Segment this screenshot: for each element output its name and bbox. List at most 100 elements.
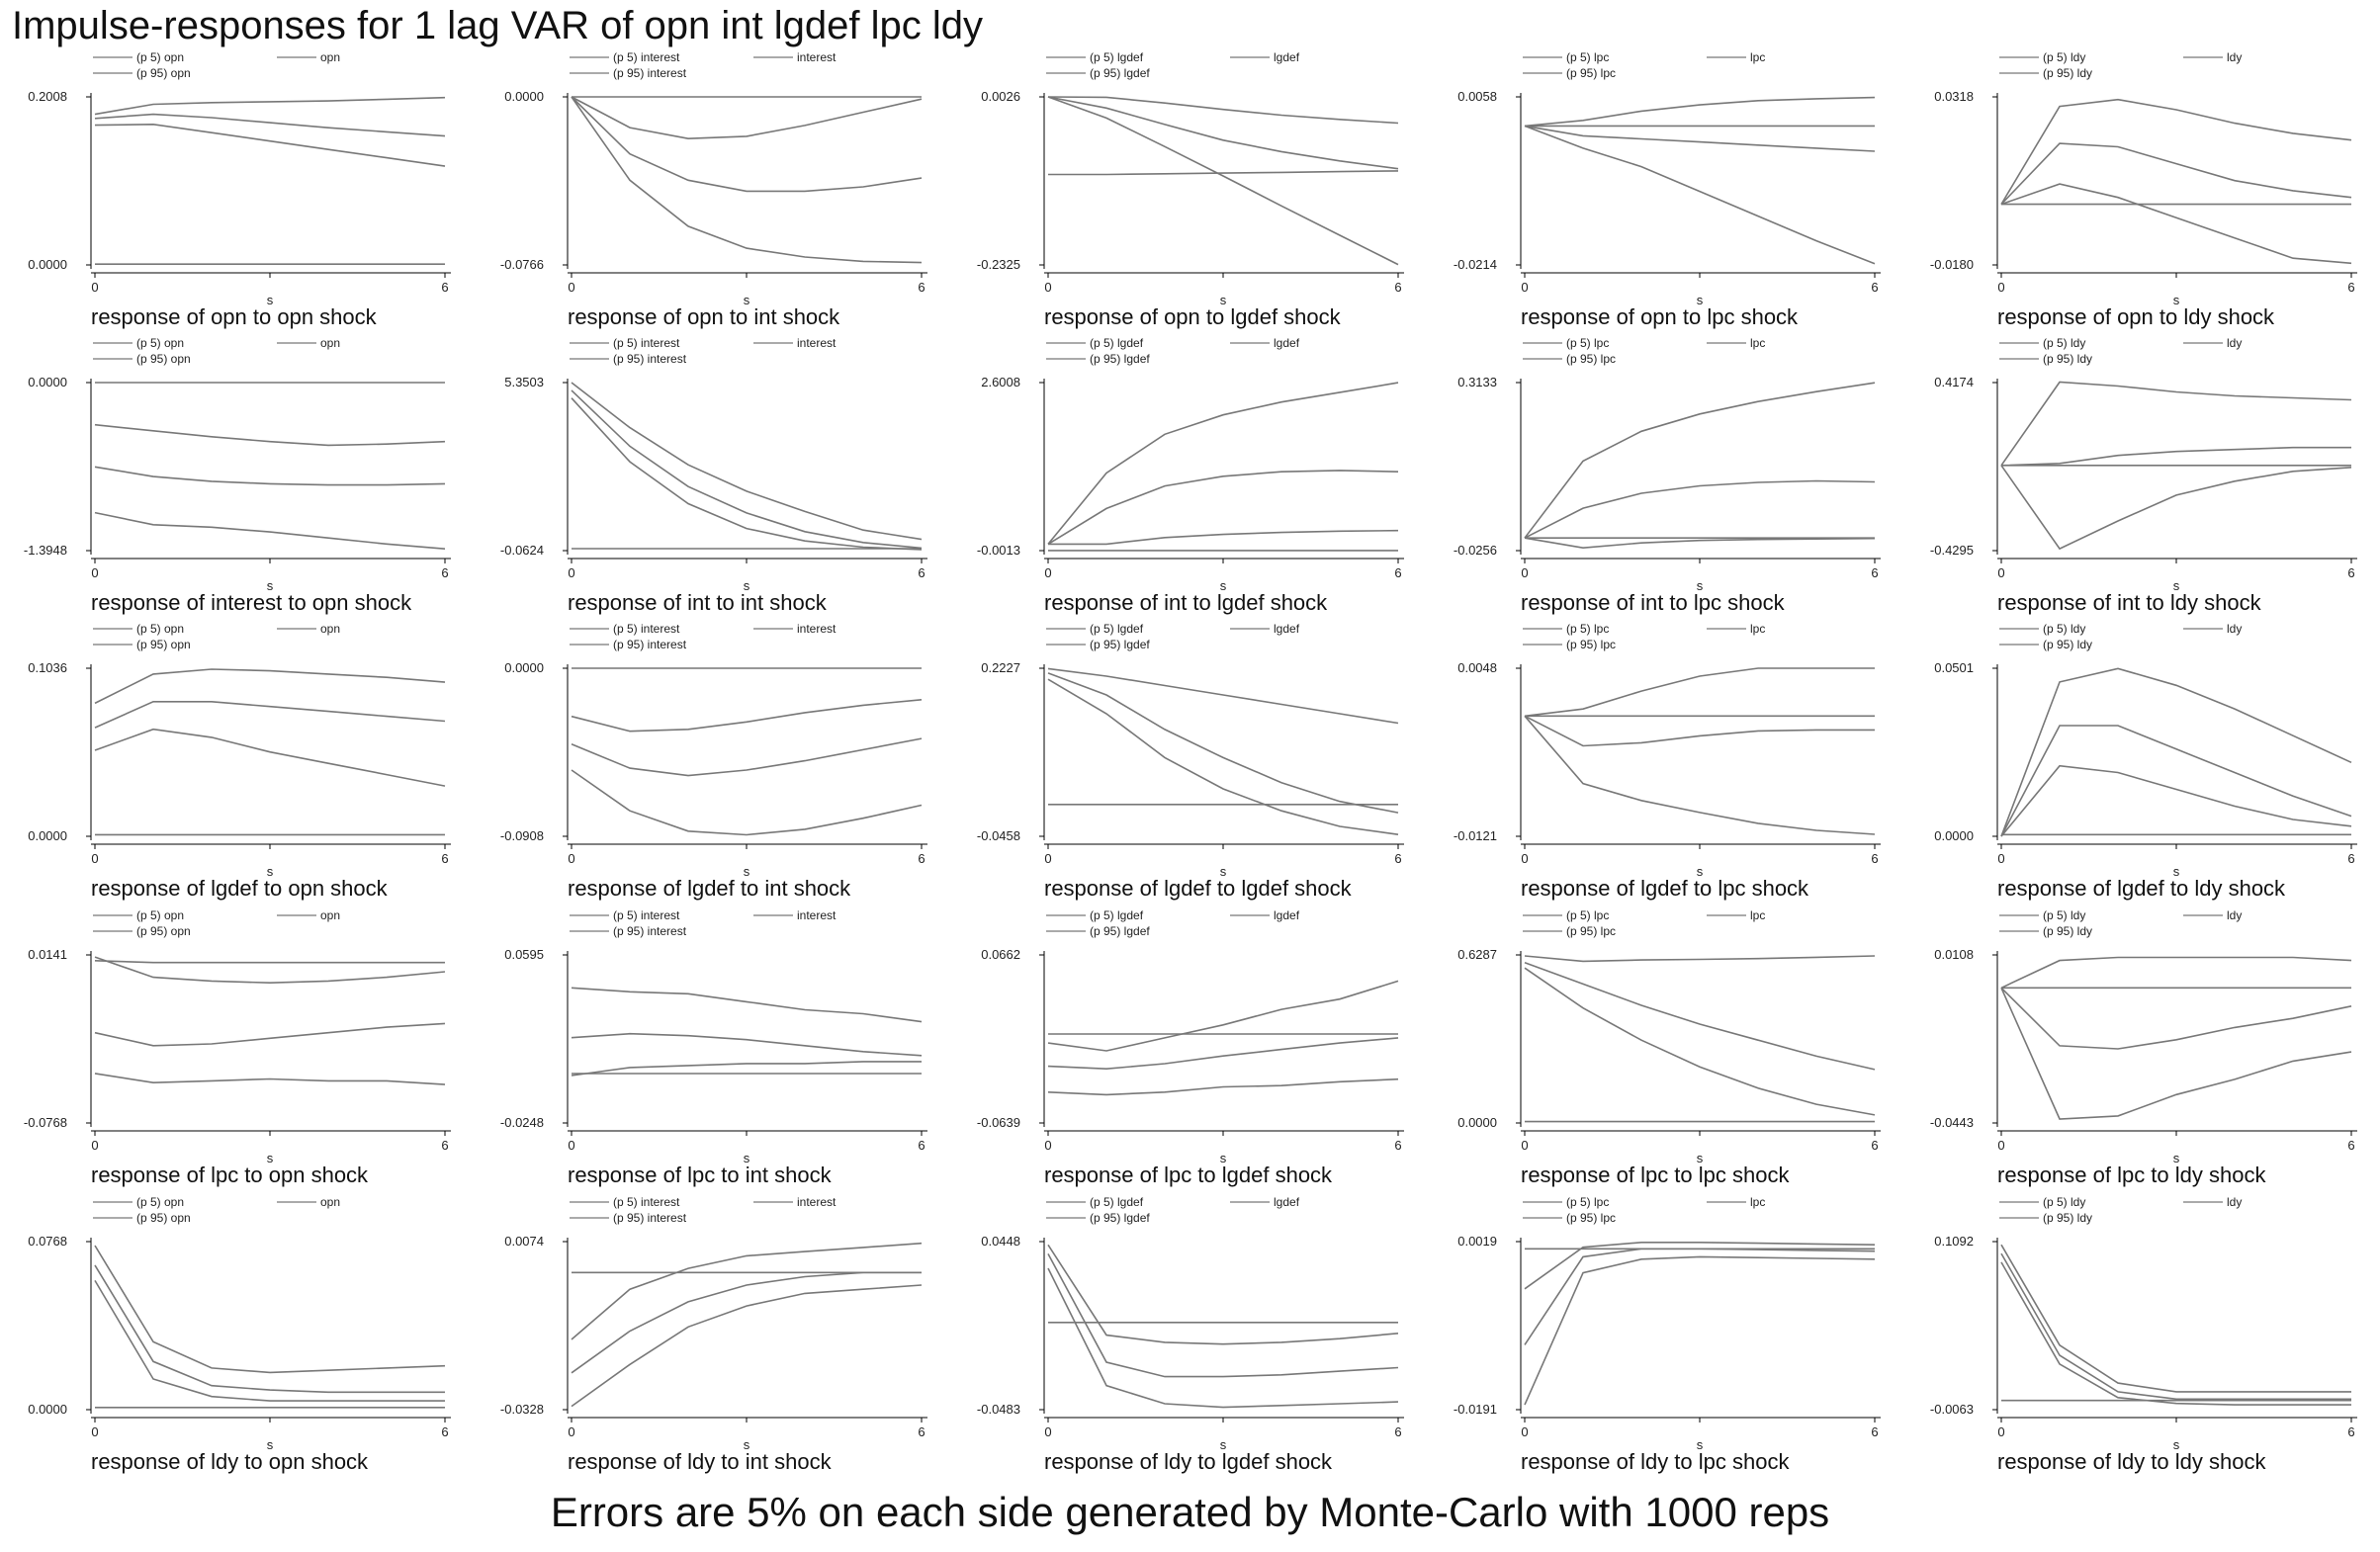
x-tick-label: 0 [1997, 851, 2004, 866]
panel-caption: response of int to int shock [568, 590, 827, 615]
series-line [94, 123, 446, 167]
irf-panel: (p 5) interest interest (p 95) interest -0.… [477, 336, 953, 624]
series-line [1524, 125, 1876, 265]
series-line [94, 423, 446, 447]
y-tick-label: -0.0013 [977, 543, 1020, 558]
legend-entry: (p 95) lpc [1566, 352, 1616, 366]
panel-caption: response of lpc to lpc shock [1521, 1163, 1790, 1187]
x-tick-label: 0 [1044, 280, 1051, 295]
x-tick-label: 0 [568, 565, 574, 580]
irf-panel: (p 5) opn opn (p 95) opn 0.0000 0.0768 0 6 s res… [0, 1195, 477, 1483]
legend-entry: (p 95) ldy [2043, 352, 2092, 366]
series-line [571, 1271, 922, 1374]
irf-panel: (p 5) lgdef lgdef (p 95) lgdef -0.2325 0.002… [953, 50, 1430, 338]
series-line [94, 1073, 446, 1085]
series-line [2000, 725, 2352, 837]
y-tick-label: -0.0248 [500, 1115, 544, 1130]
irf-panel: (p 5) lgdef lgdef (p 95) lgdef -0.0458 0.222… [953, 622, 1430, 909]
y-tick-label: -1.3948 [24, 543, 67, 558]
legend-entry: (p 95) lpc [1566, 638, 1616, 651]
y-tick-label: 0.0000 [28, 257, 67, 272]
legend-entry: opn [320, 622, 340, 636]
y-tick-label: 0.0074 [504, 1234, 544, 1249]
legend-entry: lpc [1750, 50, 1765, 64]
series-line [1047, 1267, 1399, 1409]
x-axis-label: s [267, 1151, 274, 1165]
x-tick-label: 0 [91, 565, 98, 580]
irf-panel: (p 5) interest interest (p 95) interest -0.… [477, 908, 953, 1196]
series-line [94, 960, 445, 964]
legend-entry: (p 95) ldy [2043, 924, 2092, 938]
panel-caption: response of int to ldy shock [1997, 590, 2261, 615]
y-tick-label: 0.0448 [981, 1234, 1020, 1249]
x-axis-label: s [744, 864, 750, 879]
irf-panel: (p 5) ldy ldy (p 95) ldy 0.0000 0.0501 0 6 s res… [1906, 622, 2380, 909]
x-tick-label: 6 [1394, 565, 1401, 580]
series-line [1047, 1244, 1399, 1345]
legend-entry: (p 95) ldy [2043, 1211, 2092, 1225]
series-line [94, 1022, 446, 1047]
legend-entry: (p 5) lgdef [1090, 908, 1144, 922]
y-tick-label: -0.0458 [977, 828, 1020, 843]
irf-plot: (p 5) lgdef lgdef (p 95) lgdef -0.0639 0.066… [977, 908, 1404, 1165]
legend-entry: (p 5) lgdef [1090, 50, 1144, 64]
series-line [94, 511, 446, 550]
panel-caption: response of interest to opn shock [91, 590, 412, 615]
legend-entry: (p 95) opn [136, 924, 191, 938]
legend-entry: (p 5) opn [136, 908, 184, 922]
irf-panel: (p 5) opn opn (p 95) opn -0.0768 0.0141 0 6 s re… [0, 908, 477, 1196]
legend-entry: (p 95) lgdef [1090, 352, 1150, 366]
x-axis-label: s [744, 1437, 750, 1452]
y-tick-label: 0.0662 [981, 947, 1020, 962]
x-tick-label: 0 [568, 1424, 574, 1439]
series-line [1524, 1248, 1876, 1345]
legend-entry: (p 95) interest [613, 924, 687, 938]
y-tick-label: 0.0108 [1934, 947, 1974, 962]
series-line [571, 96, 923, 193]
legend-entry: (p 5) lgdef [1090, 1195, 1144, 1209]
legend-entry: opn [320, 1195, 340, 1209]
x-tick-label: 6 [2347, 1424, 2354, 1439]
y-tick-label: 0.2008 [28, 89, 67, 104]
x-axis-label: s [267, 1437, 274, 1452]
panel-caption: response of lgdef to lpc shock [1521, 876, 1809, 901]
x-axis-label: s [1220, 1437, 1227, 1452]
irf-plot: (p 5) lpc lpc (p 95) lpc 0.0000 0.6287 0 6 s [1457, 908, 1881, 1165]
panel-caption: response of lpc to lgdef shock [1044, 1163, 1333, 1187]
y-tick-label: -0.0191 [1454, 1402, 1497, 1417]
legend-entry: (p 5) ldy [2043, 336, 2085, 350]
y-tick-label: 0.0019 [1457, 1234, 1497, 1249]
legend-entry: (p 5) lgdef [1090, 336, 1144, 350]
panel-caption: response of int to lpc shock [1521, 590, 1785, 615]
panel-caption: response of opn to ldy shock [1997, 304, 2275, 329]
irf-plot: (p 5) lpc lpc (p 95) lpc -0.0256 0.3133 0 6 s [1454, 336, 1881, 593]
legend-entry: (p 5) ldy [2043, 622, 2085, 636]
irf-plot: (p 5) ldy ldy (p 95) ldy -0.0443 0.0108 0 6 s [1930, 908, 2357, 1165]
legend-entry: (p 95) ldy [2043, 66, 2092, 80]
y-tick-label: -0.0063 [1930, 1402, 1974, 1417]
x-tick-label: 0 [1521, 280, 1528, 295]
x-axis-label: s [1697, 864, 1704, 879]
legend-entry: lgdef [1274, 622, 1300, 636]
y-tick-label: -0.0766 [500, 257, 544, 272]
y-tick-label: -0.0483 [977, 1402, 1020, 1417]
legend-entry: ldy [2227, 622, 2242, 636]
x-tick-label: 6 [918, 565, 925, 580]
panel-caption: response of ldy to opn shock [91, 1449, 369, 1474]
panel-caption: response of int to lgdef shock [1044, 590, 1328, 615]
series-line [1047, 980, 1399, 1052]
x-tick-label: 0 [1997, 280, 2004, 295]
x-tick-label: 0 [1521, 851, 1528, 866]
legend-entry: (p 5) interest [613, 1195, 680, 1209]
x-axis-label: s [744, 1151, 750, 1165]
series-line [94, 1279, 445, 1402]
irf-plot: (p 5) lgdef lgdef (p 95) lgdef -0.0013 2.600… [977, 336, 1404, 593]
panel-caption: response of lgdef to opn shock [91, 876, 388, 901]
legend-entry: interest [797, 622, 837, 636]
x-axis-label: s [267, 293, 274, 307]
series-line [1524, 1241, 1876, 1290]
x-axis-label: s [1697, 1151, 1704, 1165]
legend-entry: opn [320, 336, 340, 350]
series-line [2000, 667, 2352, 837]
y-tick-label: 0.0000 [28, 828, 67, 843]
